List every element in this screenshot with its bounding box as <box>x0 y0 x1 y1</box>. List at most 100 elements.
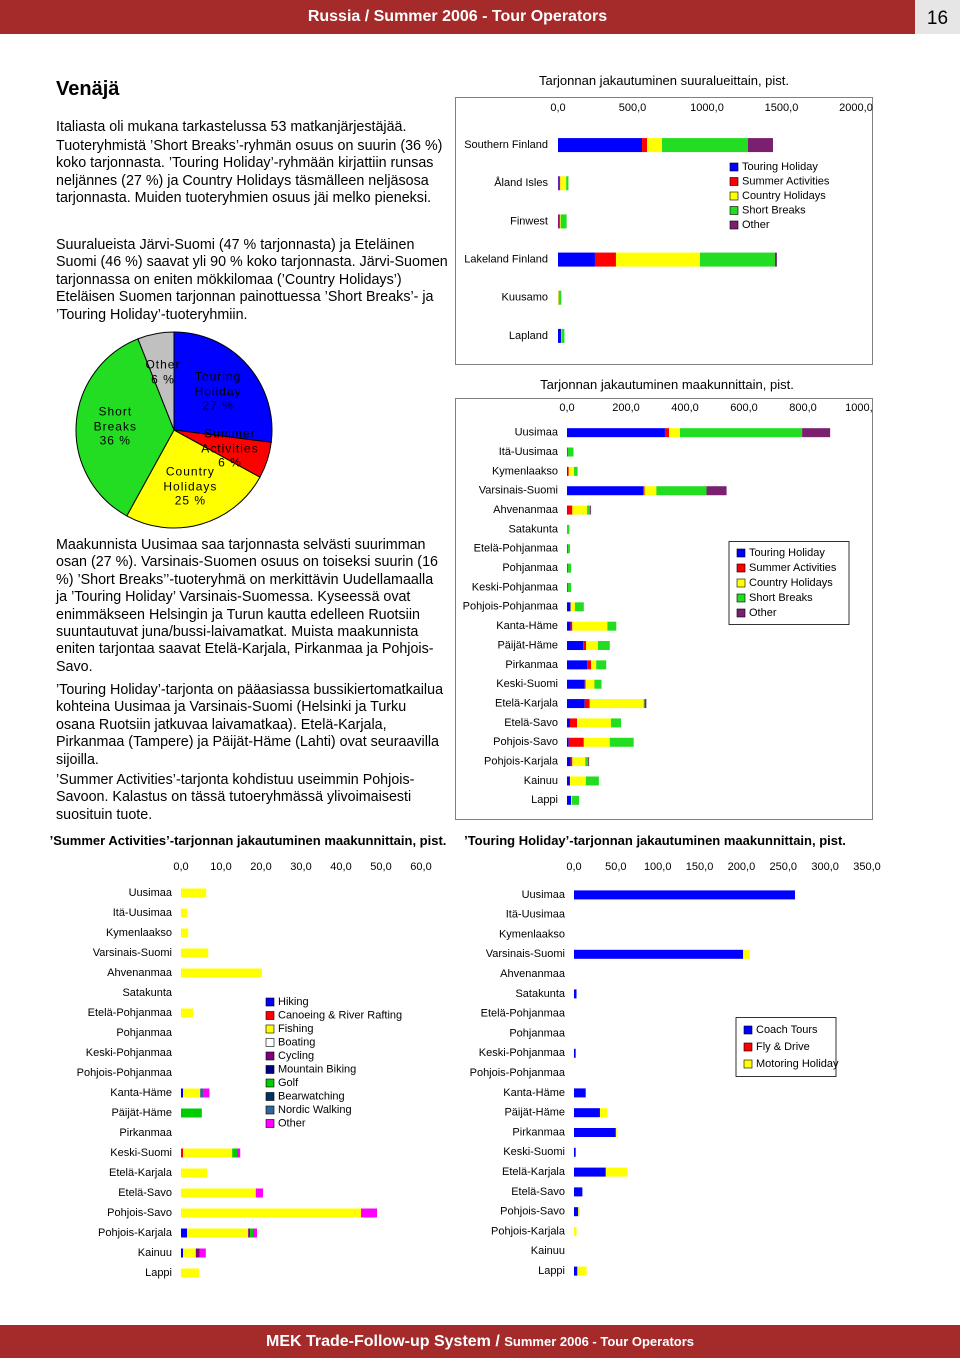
paragraph: Suuralueista Järvi-Suomi (47 % tarjonnas… <box>56 237 448 323</box>
x-tick-label: 1000,0 <box>690 102 724 114</box>
bar-segment <box>567 544 570 554</box>
footer-subtitle: Summer 2006 - Tour Operators <box>504 1334 695 1349</box>
legend-box <box>728 541 850 625</box>
bar-segment <box>596 660 607 670</box>
y-category-label: Pohjois-Savo <box>493 736 558 748</box>
bar-segment <box>577 718 611 728</box>
legend-label: Boating <box>278 1036 315 1048</box>
bar-segment <box>647 138 663 153</box>
bar-segment <box>181 1108 202 1118</box>
bar-segment <box>569 776 586 786</box>
x-tick-label: 500,0 <box>619 102 647 114</box>
legend-label: Country Holidays <box>742 190 826 202</box>
y-category-label: Uusimaa <box>129 887 173 899</box>
bar-segment <box>585 776 599 786</box>
legend-label: Motoring Holiday <box>756 1058 839 1070</box>
bar-segment <box>181 1088 183 1098</box>
bar-segment <box>181 1148 183 1158</box>
bar-segment <box>574 1048 576 1058</box>
bar-segment <box>561 328 565 343</box>
y-category-label: Pohjois-Karjala <box>98 1227 173 1239</box>
bar-segment <box>181 888 207 898</box>
legend-swatch <box>265 1092 275 1101</box>
pie-label-name: Summer Activities <box>201 426 259 455</box>
y-category-label: Pohjois-Pohjanmaa <box>463 601 559 613</box>
bar-segment <box>574 1088 586 1098</box>
bar-segment <box>183 1248 196 1258</box>
x-tick-label: 0,0 <box>566 861 581 873</box>
y-category-label: Etelä-Karjala <box>495 697 559 709</box>
bar-segment <box>559 290 562 305</box>
bar-segment <box>574 989 577 999</box>
legend-swatch <box>736 593 746 603</box>
paragraph: Italiasta oli mukana tarkastelussa 53 ma… <box>56 119 407 135</box>
chart: 0,0 500,0 1000,0 1500,0 2000,0 Southern Finla… <box>455 97 873 365</box>
x-tick-label: 600,0 <box>730 402 758 414</box>
bar-segment <box>643 699 645 709</box>
legend-label: Coach Tours <box>756 1024 818 1036</box>
bar-segment <box>567 505 573 515</box>
x-tick-label: 1500,0 <box>765 102 799 114</box>
chart: 0,0 200,0 400,0 600,0 800,0 1000,0 Uusimaa Itä-… <box>455 398 873 820</box>
y-category-label: Etelä-Pohjanmaa <box>88 1007 173 1019</box>
legend-label: Other <box>278 1117 306 1129</box>
bar-segment <box>615 1128 617 1137</box>
pie-label: Other 6 % <box>126 358 200 387</box>
bar-segment <box>567 582 568 592</box>
x-tick-label: 150,0 <box>686 861 714 873</box>
y-category-label: Keski-Pohjanmaa <box>86 1047 173 1059</box>
bar-segment <box>662 138 748 153</box>
bar-segment <box>643 486 645 496</box>
pie-label-value: 27 % <box>202 398 234 413</box>
pie-slice <box>126 429 261 529</box>
x-tick-label: 50,0 <box>605 861 626 873</box>
legend-swatch <box>736 608 746 618</box>
bar-segment <box>615 252 700 267</box>
bar-segment <box>679 428 803 438</box>
bar-segment <box>644 699 647 709</box>
bar-segment <box>558 176 559 191</box>
bar-segment <box>585 679 595 689</box>
legend-swatch <box>265 997 275 1007</box>
legend-swatch <box>265 1038 275 1047</box>
bar-segment <box>589 699 644 709</box>
y-category-label: Lappi <box>531 794 558 806</box>
y-category-label: Finwest <box>510 215 548 227</box>
bar-segment <box>802 428 831 438</box>
y-category-label: Pohjois-Savo <box>107 1207 172 1219</box>
bar-segment <box>181 1008 193 1018</box>
bar-segment <box>609 737 634 747</box>
bar-segment <box>567 776 570 786</box>
x-tick-label: 400,0 <box>671 402 699 414</box>
bar-segment <box>574 466 578 476</box>
legend-swatch <box>265 1119 275 1128</box>
bar-segment <box>232 1148 237 1158</box>
bar-segment <box>588 757 590 767</box>
legend-swatch <box>265 1011 275 1020</box>
legend-swatch <box>265 1024 275 1034</box>
y-category-label: Etelä-Pohjanmaa <box>481 1008 566 1020</box>
bar-segment <box>253 1228 257 1238</box>
y-category-label: Kainuu <box>531 1245 565 1257</box>
y-category-label: Etelä-Pohjanmaa <box>474 543 559 555</box>
pie-chart: Touring Holiday 27 % Summer Activities 6 % C… <box>60 325 290 535</box>
legend-swatch <box>265 1051 275 1061</box>
bar-segment <box>570 602 575 612</box>
y-category-label: Varsinais-Suomi <box>486 948 565 960</box>
y-category-label: Pirkanmaa <box>505 659 558 671</box>
bar-segment <box>199 1248 206 1258</box>
bar-segment <box>572 795 580 805</box>
bar-segment <box>567 447 568 457</box>
legend-label: Summer Activities <box>742 175 830 187</box>
y-category-label: Pohjanmaa <box>509 1027 566 1039</box>
page-number: 16 <box>915 0 960 34</box>
legend-swatch <box>743 1025 753 1035</box>
legend-label: Short Breaks <box>742 204 806 216</box>
bar-segment <box>195 1248 200 1258</box>
bar-segment <box>250 1228 253 1238</box>
bar-segment <box>181 948 209 958</box>
bar-segment <box>181 1228 187 1238</box>
legend-swatch <box>265 1105 275 1115</box>
y-category-label: Etelä-Karjala <box>502 1166 566 1178</box>
